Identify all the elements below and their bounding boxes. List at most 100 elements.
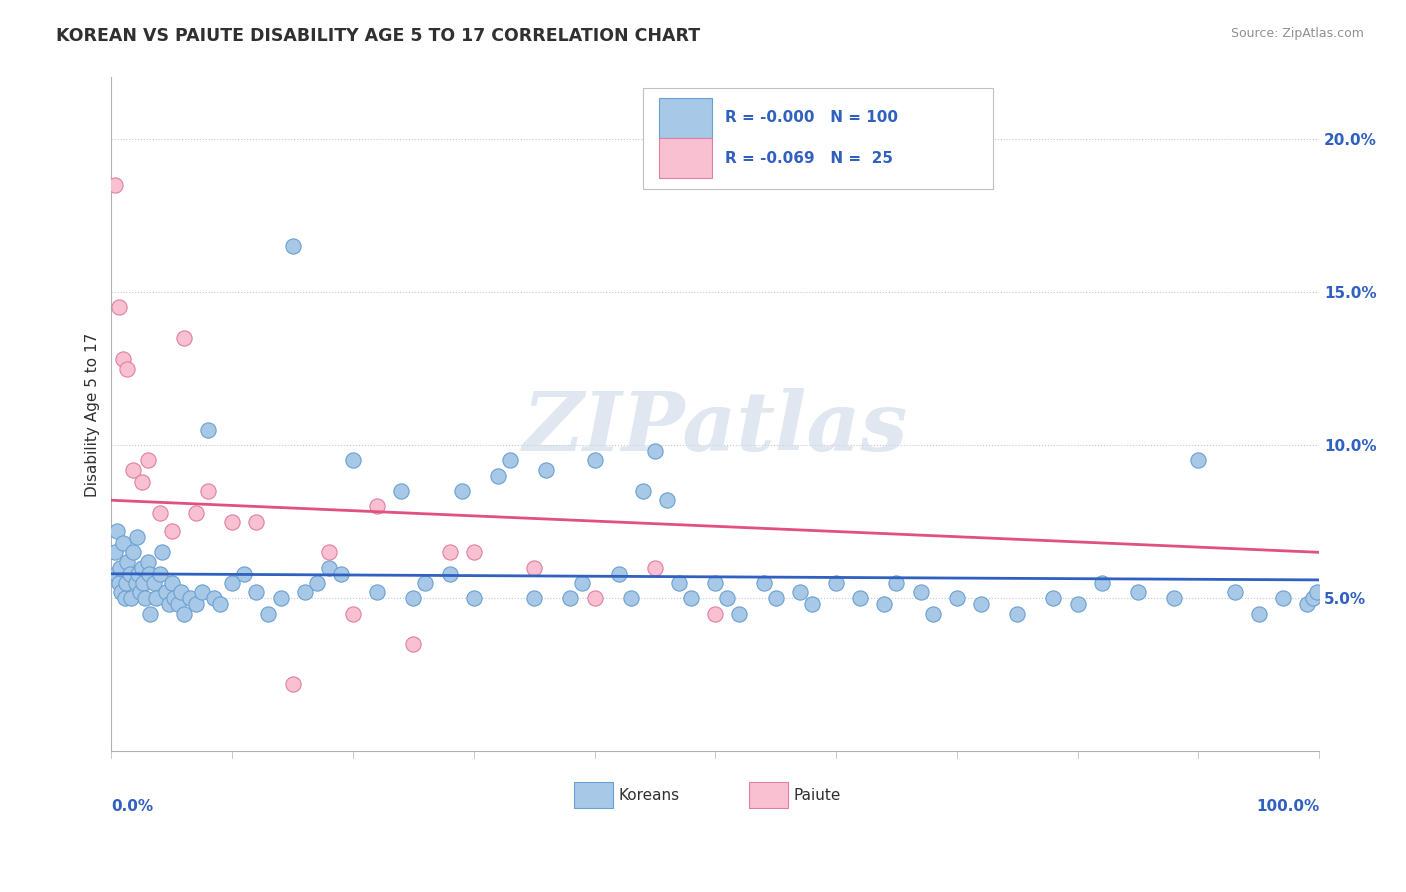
Point xyxy=(825,576,848,591)
Point xyxy=(142,576,165,591)
Text: R = -0.069   N =  25: R = -0.069 N = 25 xyxy=(725,151,893,166)
Point xyxy=(136,555,159,569)
Point xyxy=(197,423,219,437)
Point xyxy=(112,536,135,550)
Point xyxy=(765,591,787,606)
Point xyxy=(104,545,127,559)
Point xyxy=(752,576,775,591)
Point xyxy=(173,607,195,621)
Point xyxy=(329,566,352,581)
Point xyxy=(114,591,136,606)
Point xyxy=(728,607,751,621)
FancyBboxPatch shape xyxy=(749,781,787,808)
Point xyxy=(257,607,280,621)
Point xyxy=(1007,607,1029,621)
Point xyxy=(179,591,201,606)
Point xyxy=(1126,585,1149,599)
Point xyxy=(1091,576,1114,591)
Point xyxy=(681,591,703,606)
Point xyxy=(197,484,219,499)
Point xyxy=(107,576,129,591)
Point xyxy=(534,462,557,476)
Point xyxy=(245,585,267,599)
Point xyxy=(115,576,138,591)
Point xyxy=(644,444,666,458)
Point xyxy=(800,598,823,612)
Point xyxy=(318,560,340,574)
Point xyxy=(704,576,727,591)
Point xyxy=(1306,585,1329,599)
Point xyxy=(115,555,138,569)
Point xyxy=(571,576,593,591)
Point xyxy=(1042,591,1064,606)
Point xyxy=(170,585,193,599)
Point xyxy=(583,453,606,467)
Point xyxy=(221,576,243,591)
Point xyxy=(149,506,172,520)
Point xyxy=(1223,585,1246,599)
Point xyxy=(910,585,932,599)
Point xyxy=(139,607,162,621)
Point xyxy=(342,607,364,621)
Text: ZIPatlas: ZIPatlas xyxy=(523,388,908,468)
Point xyxy=(132,576,155,591)
Point xyxy=(644,560,666,574)
Point xyxy=(160,576,183,591)
Y-axis label: Disability Age 5 to 17: Disability Age 5 to 17 xyxy=(86,333,100,497)
Point xyxy=(439,566,461,581)
Point xyxy=(342,453,364,467)
Point xyxy=(523,560,546,574)
Point xyxy=(191,585,214,599)
Point xyxy=(134,591,156,606)
Point xyxy=(607,566,630,581)
Point xyxy=(184,598,207,612)
Point xyxy=(118,566,141,581)
Point xyxy=(104,178,127,192)
Point xyxy=(873,598,896,612)
Point xyxy=(305,576,328,591)
Point xyxy=(294,585,316,599)
Point xyxy=(115,361,138,376)
Point xyxy=(499,453,522,467)
Point xyxy=(318,545,340,559)
Point xyxy=(245,515,267,529)
Point xyxy=(366,500,388,514)
Point xyxy=(450,484,472,499)
Point xyxy=(122,462,145,476)
Point xyxy=(560,591,582,606)
Point xyxy=(1187,453,1209,467)
Point xyxy=(233,566,256,581)
FancyBboxPatch shape xyxy=(643,87,993,188)
Point xyxy=(112,352,135,367)
Point xyxy=(886,576,908,591)
Point xyxy=(849,591,872,606)
Point xyxy=(389,484,412,499)
Point xyxy=(415,576,437,591)
Point xyxy=(789,585,811,599)
Point xyxy=(463,591,485,606)
Point xyxy=(138,566,160,581)
Point xyxy=(1163,591,1185,606)
Point xyxy=(163,591,186,606)
Point xyxy=(149,566,172,581)
Point xyxy=(155,585,177,599)
Point xyxy=(131,560,153,574)
Point xyxy=(202,591,225,606)
Point xyxy=(270,591,292,606)
Point xyxy=(281,239,304,253)
Point xyxy=(402,637,425,651)
Point xyxy=(160,524,183,538)
Point xyxy=(107,300,129,314)
FancyBboxPatch shape xyxy=(658,98,711,137)
Point xyxy=(131,475,153,489)
FancyBboxPatch shape xyxy=(574,781,613,808)
Point xyxy=(486,468,509,483)
Point xyxy=(166,598,188,612)
Point xyxy=(921,607,943,621)
Text: Koreans: Koreans xyxy=(619,788,681,803)
Point xyxy=(136,453,159,467)
Point xyxy=(281,677,304,691)
Point xyxy=(184,506,207,520)
Point xyxy=(631,484,654,499)
Point xyxy=(463,545,485,559)
